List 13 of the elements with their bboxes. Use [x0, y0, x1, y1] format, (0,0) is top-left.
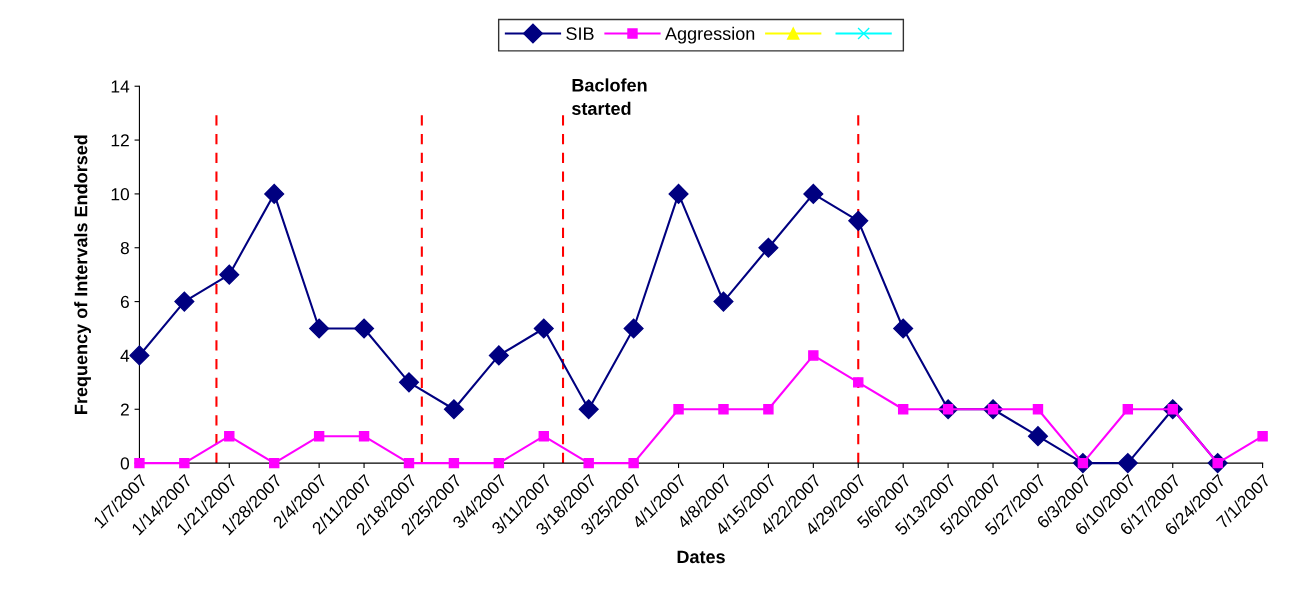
- legend-label: SIB: [566, 27, 594, 41]
- y-tick-label: 10: [111, 188, 130, 201]
- ref-line-label: Baclofen started: [572, 78, 647, 115]
- y-tick-label: 0: [120, 457, 130, 470]
- y-tick-label: 14: [111, 80, 130, 93]
- y-tick-label: 8: [120, 241, 129, 255]
- y-axis-title: Frequency of Intervals Endorsed: [74, 135, 91, 414]
- legend-label: Aggression: [665, 26, 755, 44]
- y-tick-label: 2: [120, 403, 129, 416]
- y-tick-label: 6: [120, 295, 129, 309]
- y-tick-label: 4: [120, 349, 130, 362]
- y-tick-label: 12: [111, 134, 129, 147]
- x-axis-title: Dates: [677, 550, 725, 564]
